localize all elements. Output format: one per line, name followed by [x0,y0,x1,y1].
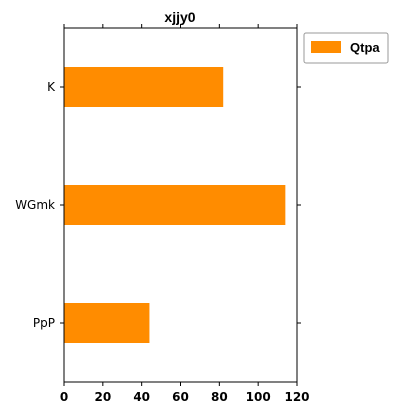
x-tick-label: 120 [284,390,309,404]
x-tick-label: 80 [211,390,228,404]
legend-label: Qtpa [350,40,380,55]
y-tick-label: K [47,80,56,94]
bar [64,185,285,225]
bar [64,67,223,107]
legend-swatch [311,41,341,53]
x-tick-label: 100 [246,390,271,404]
x-tick-label: 20 [94,390,111,404]
x-tick-label: 60 [172,390,189,404]
x-tick-label: 0 [60,390,68,404]
x-tick-label: 40 [133,390,150,404]
bar [64,303,149,343]
legend: Qtpa [304,33,388,63]
chart-title: xjjy0 [164,9,195,25]
bars-group [64,67,285,343]
y-tick-label: WGmk [15,198,55,212]
y-tick-label: PpP [33,316,55,330]
